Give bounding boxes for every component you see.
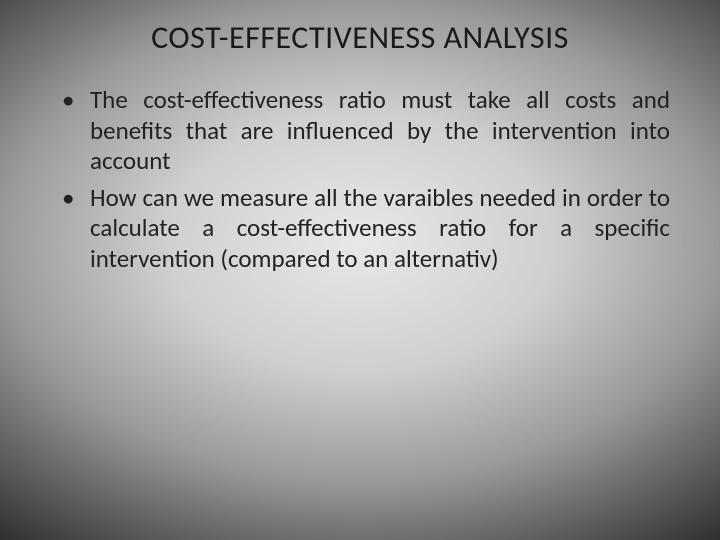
bullet-item: The cost-effectiveness ratio must take a… — [78, 85, 670, 177]
slide-container: COST-EFFECTIVENESS ANALYSIS The cost-eff… — [0, 0, 720, 540]
slide-title: COST-EFFECTIVENESS ANALYSIS — [50, 18, 670, 57]
bullet-list: The cost-effectiveness ratio must take a… — [50, 85, 670, 274]
bullet-item: How can we measure all the varaibles nee… — [78, 183, 670, 275]
